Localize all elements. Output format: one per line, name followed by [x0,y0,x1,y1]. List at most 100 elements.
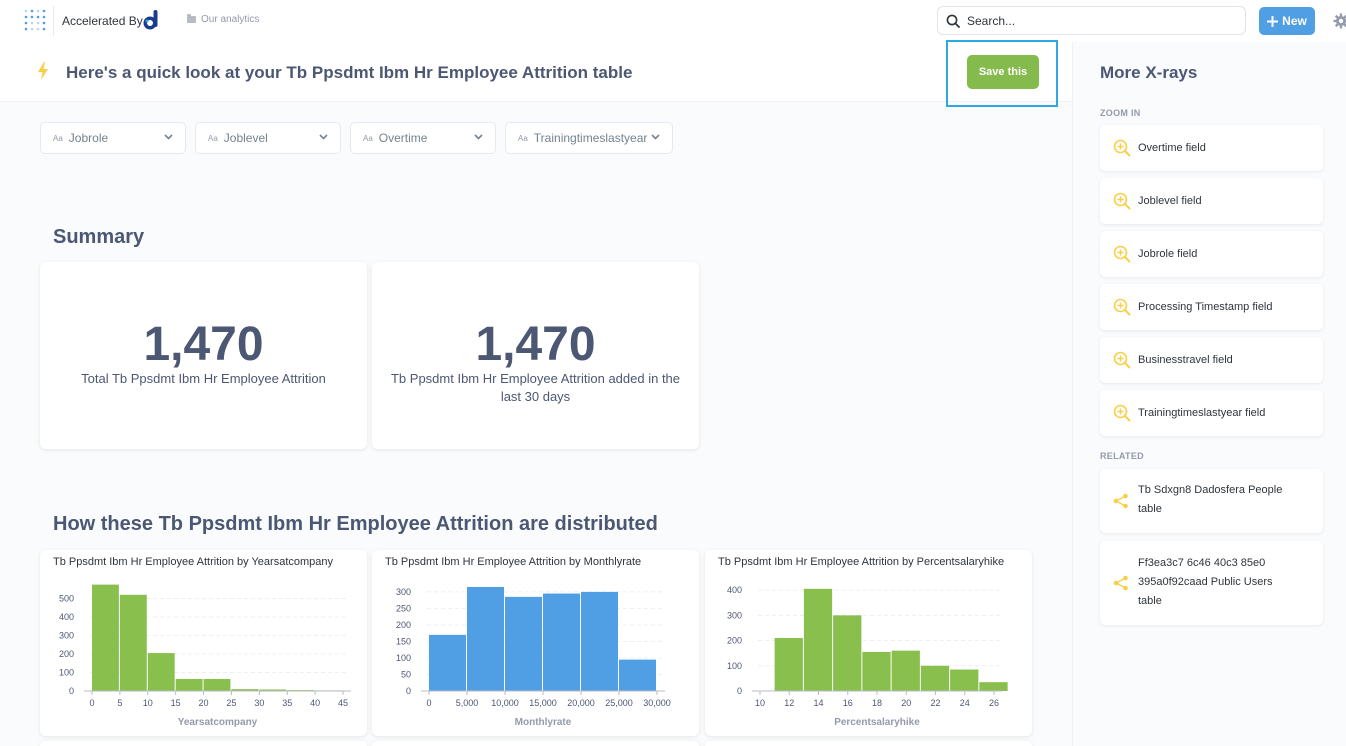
related-item-people-table[interactable]: Tb Sdxgn8 Dadosfera People table [1100,469,1323,533]
xray-item-joblevel[interactable]: Joblevel field [1100,178,1323,224]
new-button-label: New [1282,14,1307,28]
xray-item-label: Trainingtimeslastyear field [1138,406,1266,419]
x-axis-label: Percentsalaryhike [834,717,920,728]
chart-title: Tb Ppsdmt Ibm Hr Employee Attrition by M… [385,556,642,568]
zoom-in-icon [1113,351,1131,369]
save-this-button[interactable]: Save this [967,55,1039,89]
y-tick-label: 200 [396,620,411,630]
related-item-line: Tb Sdxgn8 Dadosfera People [1138,484,1283,496]
histogram-bar [803,588,833,691]
histogram-bar [920,665,950,691]
histogram-yearsatcompany[interactable]: 0 100 200 300 400 500 0 5 10 15 20 25 30 35 40 45 Yearsa… [40,572,367,736]
histogram-bar [543,593,580,691]
y-tick-label: 100 [59,668,74,678]
histogram-bar [429,634,466,691]
x-tick-label: 20,000 [567,698,595,708]
histogram-bar [467,586,504,691]
chart-card-yearsatcompany[interactable]: Tb Ppsdmt Ibm Hr Employee Attrition by Y… [40,550,367,736]
related-item-public-users-table[interactable]: Ff3ea3c7 6c46 40c3 85e0 395a0f92caad Pub… [1100,541,1323,625]
x-tick-label: 26 [989,698,999,708]
scalar-label: Tb Ppsdmt Ibm Hr Employee Attrition adde… [390,371,681,404]
accelerated-by-text: Accelerated By [62,14,143,28]
histogram-percentsalaryhike[interactable]: 0 100 200 300 400 10 12 14 16 18 20 22 24 26 Percentsa… [705,572,1032,736]
distribution-heading: How these Tb Ppsdmt Ibm Hr Employee Attr… [53,513,658,535]
x-tick-label: 10,000 [491,698,519,708]
xray-item-processing-timestamp[interactable]: Processing Timestamp field [1100,284,1323,330]
x-tick-label: 12 [784,698,794,708]
folder-icon [187,14,196,23]
xray-header: Here's a quick look at your Tb Ppsdmt Ib… [0,42,1072,102]
summary-card-total[interactable]: 1,470 Total Tb Ppsdmt Ibm Hr Employee At… [40,262,367,449]
related-item-label: Ff3ea3c7 6c46 40c3 85e0 395a0f92caad Pub… [1138,554,1273,611]
x-tick-label: 15 [171,698,181,708]
zoom-in-icon [1113,404,1131,422]
save-button-highlight [946,40,1058,107]
zoom-in-icon [1113,245,1131,263]
y-tick-label: 150 [396,636,411,646]
y-tick-label: 100 [727,661,742,671]
filter-joblevel[interactable]: Aa Joblevel [195,122,341,154]
metabase-logo-icon[interactable] [24,9,46,31]
x-tick-label: 30,000 [643,698,671,708]
filter-label: Trainingtimeslastyear [533,131,648,145]
y-tick-label: 400 [727,585,742,595]
xray-item-overtime[interactable]: Overtime field [1100,125,1323,171]
y-tick-label: 100 [396,653,411,663]
chevron-down-icon [651,134,660,140]
filter-label: Joblevel [223,131,268,145]
y-tick-label: 300 [727,610,742,620]
search-input[interactable] [967,13,1227,28]
xray-item-label: Overtime field [1138,141,1206,154]
filter-jobrole[interactable]: Aa Jobrole [40,122,186,154]
x-tick-label: 18 [872,698,882,708]
histogram-bar [619,659,656,691]
x-tick-label: 25,000 [605,698,633,708]
chevron-down-icon [319,134,328,140]
text-type-icon: Aa [53,133,63,143]
scalar-value: 1,470 [475,318,596,371]
chart-card-monthlyrate[interactable]: Tb Ppsdmt Ibm Hr Employee Attrition by M… [372,550,699,736]
filter-overtime[interactable]: Aa Overtime [350,122,496,154]
x-tick-label: 16 [843,698,853,708]
xray-item-jobrole[interactable]: Jobrole field [1100,231,1323,277]
histogram-bar [175,678,203,691]
gear-icon[interactable] [1333,13,1346,29]
filter-label: Overtime [378,131,428,145]
zoom-in-icon [1113,192,1131,210]
text-type-icon: Aa [208,133,218,143]
y-tick-label: 200 [59,649,74,659]
x-tick-label: 25 [226,698,236,708]
histogram-bar [891,650,920,691]
breadcrumb[interactable]: Our analytics [187,14,259,25]
xray-item-businesstravel[interactable]: Businesstravel field [1100,337,1323,383]
xray-item-trainingtimeslastyear[interactable]: Trainingtimeslastyear field [1100,390,1323,436]
filter-label: Jobrole [68,131,109,145]
x-tick-label: 40 [310,698,320,708]
scalar-value: 1,470 [143,318,264,371]
summary-card-last-30-days[interactable]: 1,470 Tb Ppsdmt Ibm Hr Employee Attritio… [372,262,699,449]
search-bar[interactable] [937,6,1246,35]
chart-card-partial [705,741,1032,746]
y-tick-label: 400 [59,612,74,622]
logo-divider [53,6,54,36]
histogram-monthlyrate[interactable]: 0 50 100 150 200 250 300 0 5,000 10,000 15,000 20,0… [372,572,699,736]
chart-card-percentsalaryhike[interactable]: Tb Ppsdmt Ibm Hr Employee Attrition by P… [705,550,1032,736]
breadcrumb-collection[interactable]: Our analytics [201,14,260,25]
dadosfera-logo-icon [143,10,158,30]
search-icon [946,14,960,28]
histogram-bar [119,594,147,691]
xray-item-label: Businesstravel field [1138,353,1233,366]
filter-trainingtimeslastyear[interactable]: Aa Trainingtimeslastyear [505,122,673,154]
y-tick-label: 300 [59,631,74,641]
new-button[interactable]: New [1259,7,1315,35]
related-heading: RELATED [1100,451,1144,461]
chart-card-partial [372,741,699,746]
x-tick-label: 10 [755,698,765,708]
chevron-down-icon [164,134,173,140]
y-tick-label: 0 [737,686,742,696]
x-tick-label: 24 [960,698,970,708]
y-tick-label: 200 [727,636,742,646]
x-tick-label: 35 [282,698,292,708]
x-tick-label: 5,000 [456,698,479,708]
x-tick-label: 14 [813,698,823,708]
